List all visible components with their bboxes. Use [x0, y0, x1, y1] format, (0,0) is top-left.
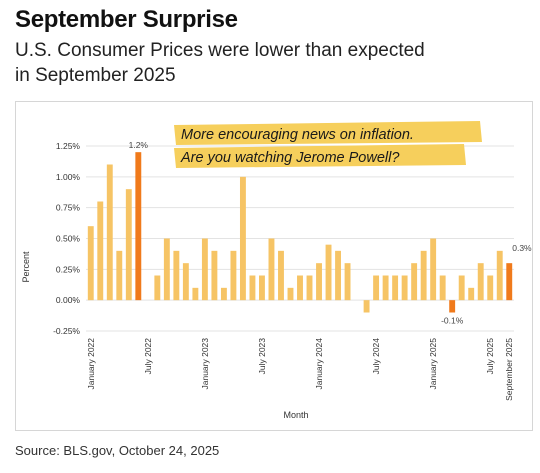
data-label: 1.2% [129, 140, 149, 150]
bar [439, 275, 446, 301]
bar [87, 226, 94, 301]
annotation-highlight-2 [174, 144, 466, 168]
bar [192, 287, 199, 301]
y-tick-label: 0.50% [56, 234, 81, 244]
x-tick-label: January 2023 [200, 338, 210, 390]
x-tick-label: September 2025 [504, 338, 514, 401]
bar [135, 152, 142, 301]
bar [239, 176, 246, 301]
y-tick-label: 1.25% [56, 141, 81, 151]
bar [201, 238, 208, 301]
y-axis-ticks: 1.25% 1.00% 0.75% 0.50% 0.25% 0.00% -0.25% [53, 141, 80, 336]
y-tick-label: 1.00% [56, 172, 81, 182]
bar [335, 250, 341, 301]
grid-lines [86, 145, 514, 332]
bar [420, 250, 427, 301]
bar-chart: 1.25% 1.00% 0.75% 0.50% 0.25% 0.00% -0.25% 1.2… [21, 121, 532, 420]
bar [268, 238, 275, 301]
x-tick-label: July 2025 [485, 338, 495, 375]
annotation-line-1: More encouraging news on inflation. [181, 127, 414, 143]
x-tick-label: July 2023 [257, 338, 267, 375]
bar [211, 250, 218, 301]
bar [363, 300, 370, 313]
x-tick-label: July 2024 [371, 338, 381, 375]
bar [125, 189, 132, 301]
x-tick-label: January 2022 [86, 338, 96, 390]
chart-frame: 1.25% 1.00% 0.75% 0.50% 0.25% 0.00% -0.25% 1.2… [15, 101, 533, 431]
bar [259, 275, 265, 301]
annotation-line-2: Are you watching Jerome Powell? [180, 150, 400, 166]
bar [154, 275, 161, 301]
x-tick-label: January 2025 [428, 338, 438, 390]
x-axis-ticks: January 2022 July 2022 January 2023 July 20… [86, 338, 514, 401]
bar [325, 244, 332, 301]
bar [297, 275, 303, 301]
y-tick-label: 0.25% [56, 264, 81, 274]
bar [163, 238, 170, 301]
bar [458, 275, 465, 301]
bar [411, 263, 418, 301]
bar [278, 250, 284, 301]
bar [382, 275, 389, 301]
chart-subtitle: U.S. Consumer Prices were lower than exp… [15, 40, 425, 86]
source-note: Source: BLS.gov, October 24, 2025 [15, 443, 220, 458]
bar [220, 287, 227, 301]
y-axis-title: Percent [21, 251, 31, 283]
bar [468, 287, 475, 301]
bar [401, 275, 408, 301]
bar [496, 250, 503, 301]
bar [506, 263, 513, 301]
x-tick-label: January 2024 [314, 338, 324, 390]
bar [97, 201, 104, 301]
data-label: 0.3% [512, 243, 532, 253]
y-tick-label: 0.00% [56, 295, 81, 305]
bar [449, 300, 456, 313]
annotation: More encouraging news on inflation. Are … [174, 121, 482, 168]
y-tick-label: 0.75% [56, 203, 81, 213]
bar [230, 250, 237, 301]
data-label: -0.1% [441, 316, 464, 326]
bar [116, 250, 123, 301]
bars [87, 152, 513, 313]
data-labels: 1.2% -0.1% 0.3% [129, 140, 532, 325]
bar [182, 263, 189, 301]
bar [106, 164, 113, 301]
bar [392, 275, 399, 301]
x-tick-label: July 2022 [143, 338, 153, 375]
bar [430, 238, 437, 301]
bar [344, 263, 351, 301]
bar [306, 275, 313, 301]
bar [249, 275, 256, 301]
bar [373, 275, 380, 301]
bar [487, 275, 494, 301]
bar [287, 287, 294, 301]
bar [477, 263, 484, 301]
bar [173, 250, 180, 301]
chart-title: September Surprise [15, 6, 238, 33]
y-tick-label: -0.25% [53, 326, 80, 336]
bar [316, 263, 322, 301]
annotation-highlight-1 [174, 121, 482, 145]
x-axis-title: Month [283, 410, 308, 420]
